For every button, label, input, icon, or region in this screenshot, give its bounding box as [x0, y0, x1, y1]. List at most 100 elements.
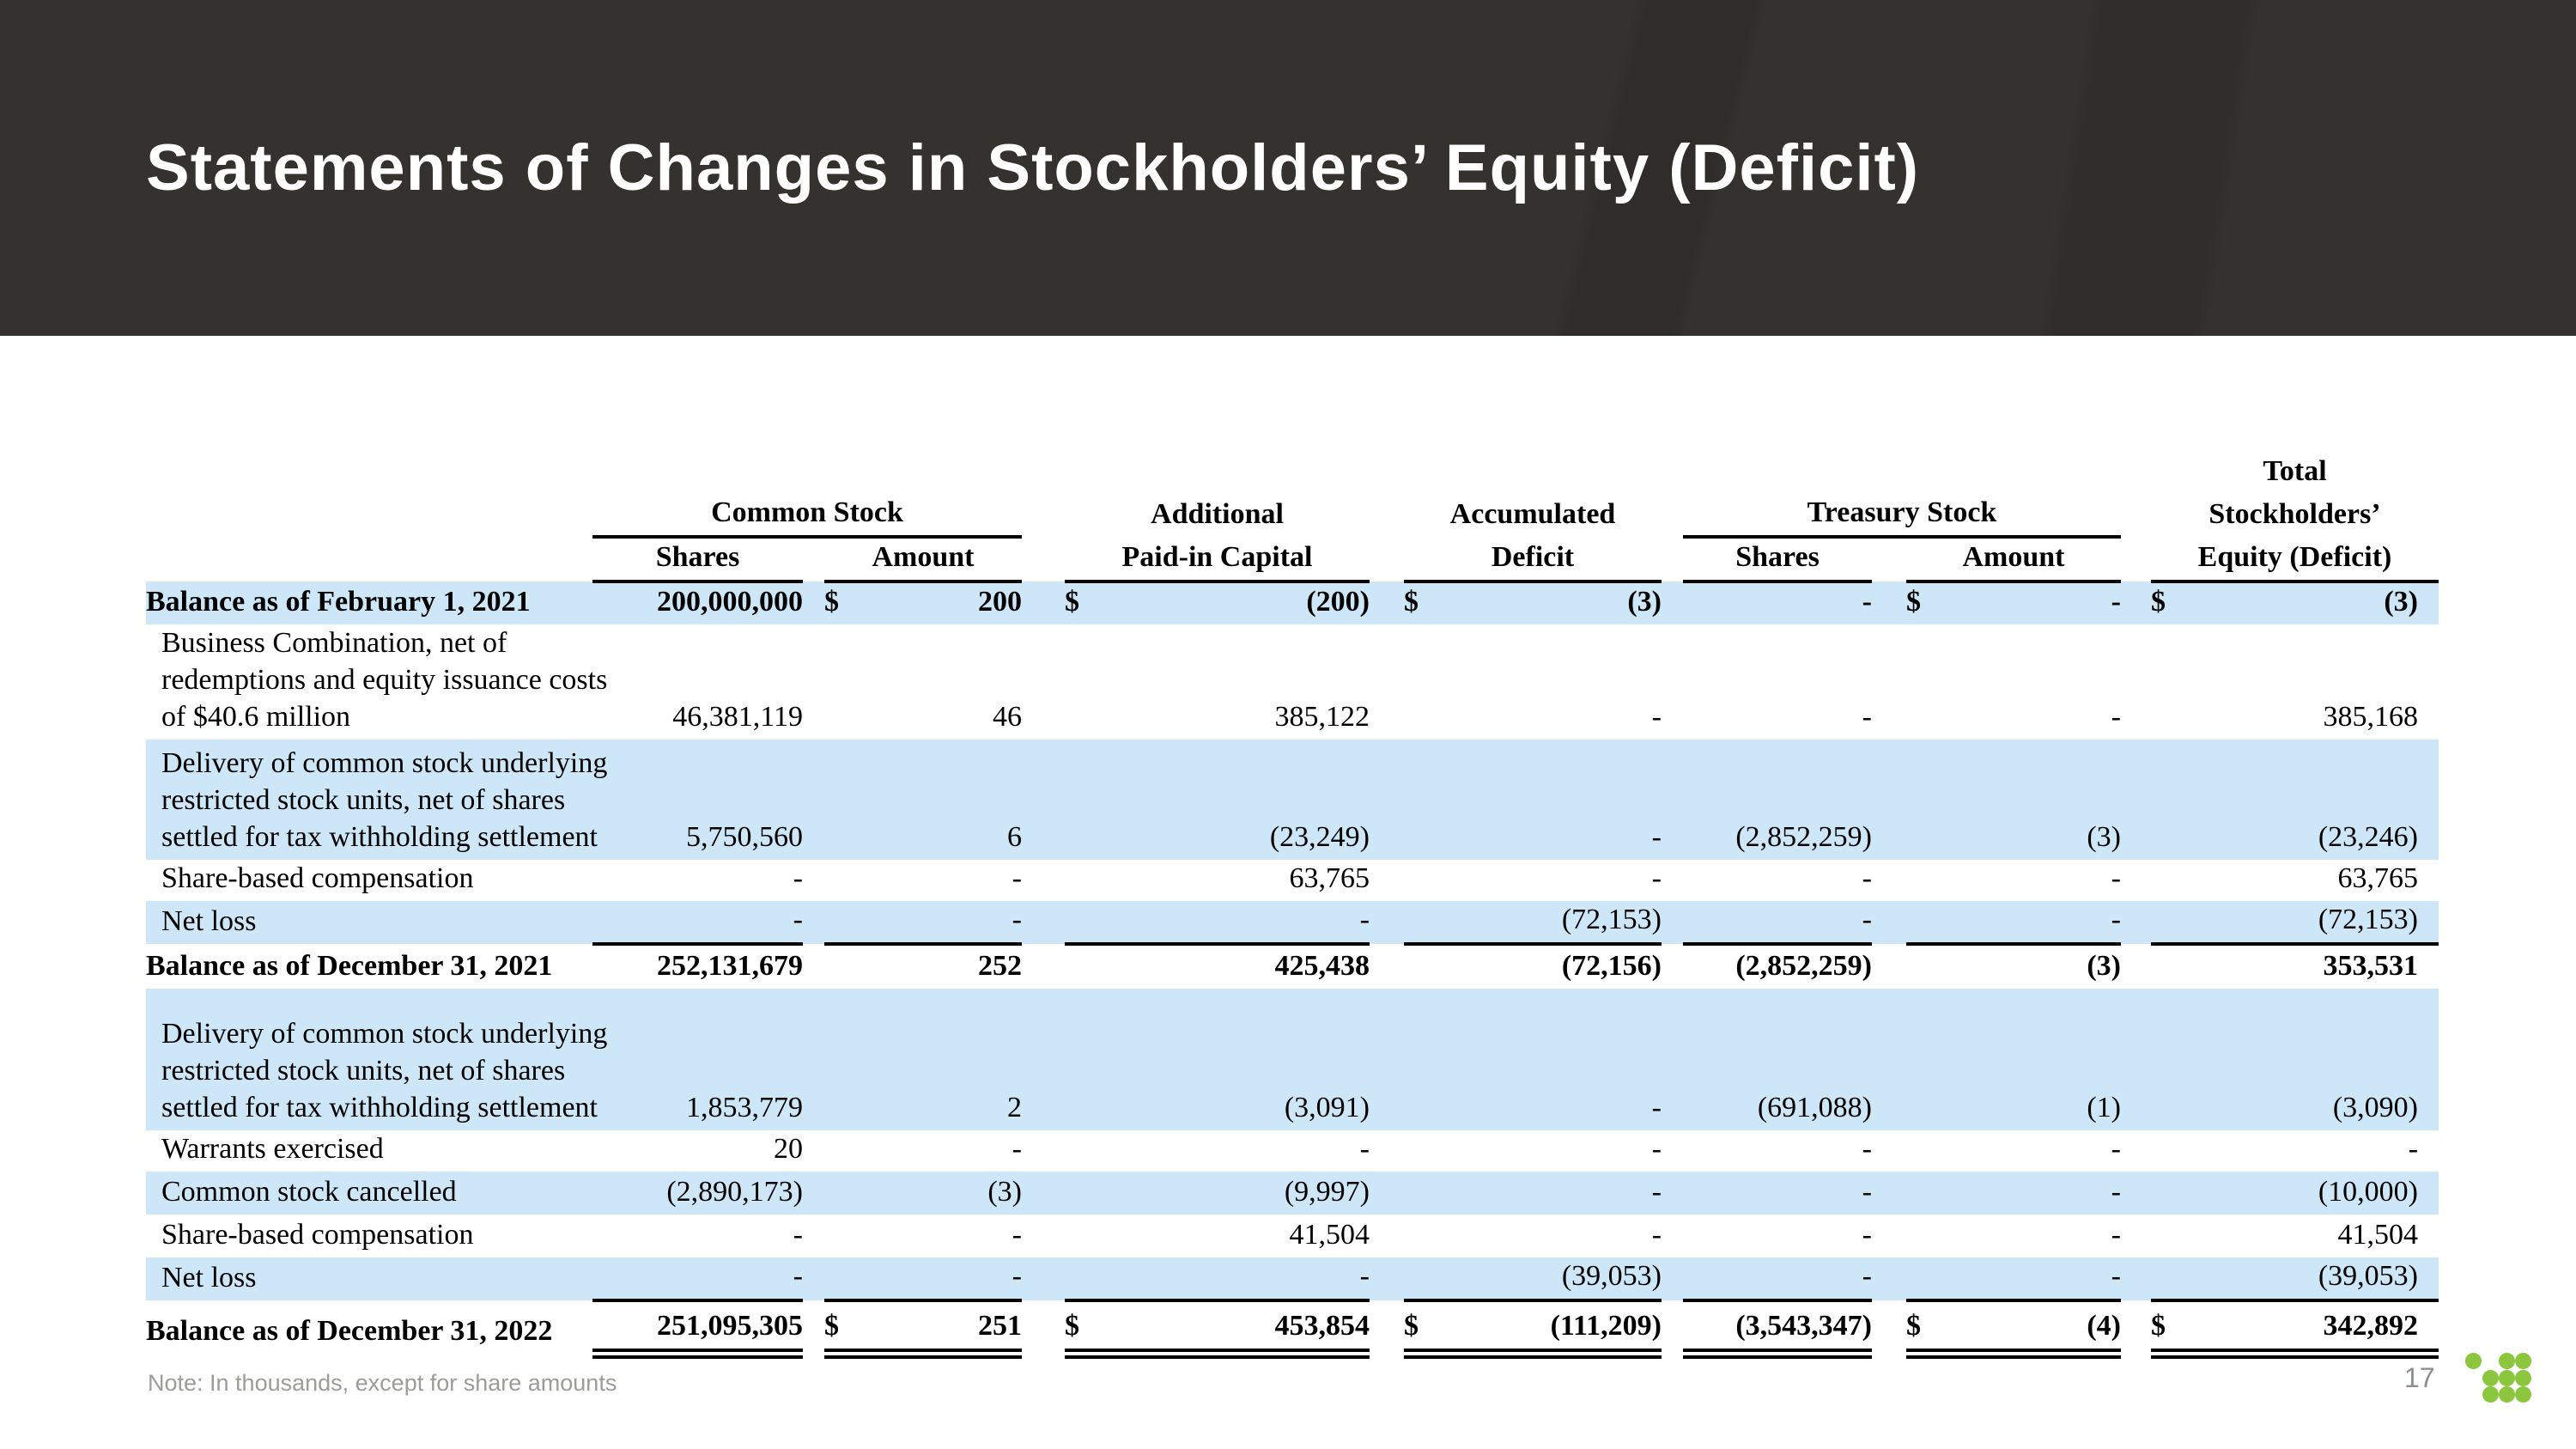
column-gap: [1662, 1300, 1683, 1354]
header-spacer: [2121, 494, 2151, 537]
value-cell: (39,053): [1447, 1257, 1662, 1302]
currency-symbol-cell: [1906, 1215, 1949, 1257]
value-cell: -: [2111, 862, 2121, 894]
column-gap: [1872, 1130, 1906, 1172]
currency-symbol-cell: [1906, 860, 1949, 901]
value-cell: 200: [978, 586, 1022, 618]
column-gap: [1022, 624, 1065, 740]
value-cell: 425,438: [1274, 950, 1370, 982]
currency-symbol-cell: [1065, 989, 1108, 1130]
value-cell: -: [867, 1257, 1022, 1302]
column-gap: [1370, 860, 1404, 901]
table-row: Balance as of December 31, 2022 251,095,3…: [146, 1300, 2439, 1359]
currency-symbol-cell: [824, 901, 867, 946]
value-cell: -: [2111, 1133, 2121, 1165]
value-cell: (23,246): [2318, 821, 2419, 853]
header-spacer: [2121, 453, 2151, 494]
table-row: Net loss - - - (39,053) - - (39,053): [146, 1257, 2439, 1302]
currency-symbol-cell: [1906, 989, 1949, 1130]
value-cell: -: [793, 1219, 803, 1251]
currency-symbol-cell: [1404, 944, 1447, 989]
column-gap: [1370, 989, 1404, 1130]
logo-dot: [2499, 1353, 2515, 1369]
value-cell: -: [1862, 862, 1872, 894]
col-header-common-shares: Shares: [592, 537, 803, 583]
header-spacer: [1370, 494, 1404, 537]
column-gap: [2121, 581, 2151, 624]
row-label: Balance as of February 1, 2021: [146, 586, 531, 618]
column-gap: [1662, 581, 1683, 624]
col-header-stockholders: Stockholders’: [2208, 498, 2381, 530]
currency-symbol-cell: [2151, 901, 2194, 946]
column-gap: [1872, 624, 1906, 740]
value-cell: -: [1651, 1133, 1662, 1165]
value-cell: (3): [2087, 821, 2121, 853]
row-label: Share-based compensation: [161, 1219, 474, 1251]
column-gap: [1662, 989, 1683, 1130]
row-label: Net loss: [161, 905, 257, 937]
table-row: Delivery of common stock underlying rest…: [146, 989, 2439, 1130]
stockholders-equity-table: Total Common Stock Additional Accumulate…: [146, 453, 2439, 1359]
col-header-deficit: Deficit: [1404, 537, 1662, 583]
column-gap: [1662, 944, 1683, 989]
currency-symbol-cell: [2151, 1257, 2194, 1302]
header-spacer: [1370, 453, 1404, 494]
currency-symbol-cell: [824, 624, 867, 740]
column-gap: [1022, 1172, 1065, 1215]
header-spacer: [1404, 453, 1662, 494]
currency-symbol-cell: $: [1906, 586, 1921, 618]
column-gap: [1370, 1300, 1404, 1354]
col-header-total: Total: [2263, 455, 2327, 487]
column-gap: [803, 901, 824, 944]
currency-symbol-cell: [1404, 1172, 1447, 1215]
value-cell: (72,156): [1561, 950, 1662, 982]
currency-symbol-cell: $: [1906, 1300, 1949, 1359]
currency-symbol-cell: [824, 1215, 867, 1257]
value-cell: -: [867, 901, 1022, 946]
value-cell: -: [2111, 701, 2121, 733]
column-gap: [1022, 1257, 1065, 1300]
currency-symbol-cell: [1906, 1172, 1949, 1215]
value-cell: -: [1862, 1176, 1872, 1208]
column-gap: [803, 989, 824, 1130]
currency-symbol-cell: [824, 944, 867, 989]
header-row-total: Total: [146, 453, 2439, 494]
value-cell: -: [1012, 1133, 1022, 1165]
column-gap: [1872, 1215, 1906, 1257]
table-row: Business Combination, net of redemptions…: [146, 624, 2439, 740]
column-gap: [1370, 1130, 1404, 1172]
header-spacer: [1662, 494, 1683, 537]
column-gap: [1022, 989, 1065, 1130]
equity-table-body: Balance as of February 1, 2021 200,000,00…: [146, 581, 2439, 1359]
column-gap: [1872, 989, 1906, 1130]
column-gap: [1872, 1300, 1906, 1354]
value-cell: 453,854: [1108, 1300, 1370, 1359]
row-label: Common stock cancelled: [161, 1176, 457, 1208]
column-gap: [1872, 581, 1906, 624]
col-header-treasury-shares: Shares: [1683, 537, 1872, 583]
currency-symbol-cell: [1906, 1257, 1949, 1302]
header-spacer: [2121, 537, 2151, 581]
col-header-equity-deficit: Equity (Deficit): [2151, 537, 2439, 583]
value-cell: (4): [1949, 1300, 2121, 1359]
column-gap: [1370, 581, 1404, 624]
currency-symbol-cell: [1404, 860, 1447, 901]
column-gap: [1022, 1130, 1065, 1172]
value-cell: 342,892: [2194, 1300, 2439, 1359]
currency-symbol-cell: $: [824, 586, 839, 618]
column-gap: [2121, 989, 2151, 1130]
col-header-paid-in-capital: Paid-in Capital: [1065, 537, 1370, 583]
column-gap: [2121, 1215, 2151, 1257]
column-gap: [1872, 860, 1906, 901]
currency-symbol-cell: [1906, 901, 1949, 946]
value-cell: 252,131,679: [657, 950, 803, 982]
value-cell: -: [1651, 862, 1662, 894]
currency-symbol-cell: [1404, 901, 1447, 946]
row-label: Warrants exercised: [161, 1133, 384, 1165]
value-cell: -: [1949, 1257, 2121, 1302]
column-gap: [803, 1172, 824, 1215]
value-cell: 1,853,779: [686, 1092, 803, 1123]
column-gap: [803, 1130, 824, 1172]
value-cell: 252: [978, 950, 1022, 982]
value-cell: -: [1108, 1257, 1370, 1302]
